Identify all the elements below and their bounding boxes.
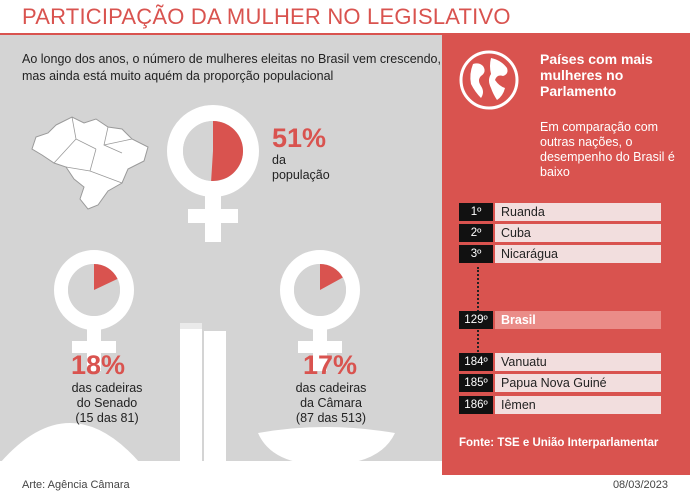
population-caption-2: população: [272, 168, 330, 182]
senado-caption-2: do Senado: [76, 396, 138, 410]
rank-position: 184º: [459, 353, 493, 371]
rank-country: Brasil: [495, 311, 661, 329]
ranking-heading: Países com mais mulheres no Parlamento: [540, 51, 653, 99]
page-title: PARTICIPAÇÃO DA MULHER NO LEGISLATIVO: [22, 4, 511, 29]
population-caption-1: da: [272, 153, 286, 167]
title-underline: [0, 33, 690, 35]
female-symbol-senado: [54, 250, 134, 371]
senado-pie-slice: [94, 264, 118, 290]
credit-text: Arte: Agência Câmara: [22, 479, 130, 491]
rank-country: Vanuatu: [495, 353, 661, 371]
rank-country: Ruanda: [495, 203, 661, 221]
rank-country: Papua Nova Guiné: [495, 374, 661, 392]
ranking-subheading: Em comparação com outras nações, o desem…: [540, 120, 675, 179]
brazil-map-icon: [31, 116, 149, 210]
population-pie-slice: [211, 120, 244, 181]
senado-caption-1: das cadeiras: [71, 381, 143, 395]
rank-position: 2º: [459, 224, 493, 242]
camara-caption-3: (87 das 513): [295, 411, 367, 425]
date-text: 08/03/2023: [612, 479, 668, 491]
rank-position: 1º: [459, 203, 493, 221]
female-symbol-camara: [280, 250, 360, 371]
rank-position: 129º: [459, 311, 493, 329]
camara-pie-slice: [320, 264, 343, 290]
congress-building-icon: [0, 323, 442, 475]
senado-caption-3: (15 das 81): [75, 411, 139, 425]
rank-country: Iêmen: [495, 396, 661, 414]
rank-position: 186º: [459, 396, 493, 414]
camara-caption-1: das cadeiras: [295, 381, 367, 395]
ranking-panel: Países com mais mulheres no Parlamento E…: [442, 35, 690, 475]
senado-percent: 18%: [71, 350, 126, 380]
source-note: Fonte: TSE e União Interparlamentar: [459, 437, 659, 449]
ranking-row: 1º Ruanda: [459, 203, 661, 221]
camara-caption-2: da Câmara: [300, 396, 362, 410]
population-percent: 51%: [272, 123, 327, 153]
ranking-row-brasil: 129º Brasil: [459, 311, 661, 329]
globe-icon: [459, 50, 519, 110]
ranking-row: 3º Nicarágua: [459, 245, 661, 263]
rank-country: Cuba: [495, 224, 661, 242]
intro-text: Ao longo dos anos, o número de mulheres …: [22, 52, 441, 83]
ranking-row: 184º Vanuatu: [459, 353, 661, 371]
ranking-row: 185º Papua Nova Guiné: [459, 374, 661, 392]
footer: Arte: Agência Câmara 08/03/2023: [0, 475, 690, 495]
female-symbol-population: [167, 105, 259, 242]
main-panel: Ao longo dos anos, o número de mulheres …: [0, 35, 442, 475]
ranking-row: 2º Cuba: [459, 224, 661, 242]
rank-position: 3º: [459, 245, 493, 263]
rank-position: 185º: [459, 374, 493, 392]
ranking-row: 186º Iêmen: [459, 396, 661, 414]
rank-country: Nicarágua: [495, 245, 661, 263]
camara-percent: 17%: [303, 350, 358, 380]
